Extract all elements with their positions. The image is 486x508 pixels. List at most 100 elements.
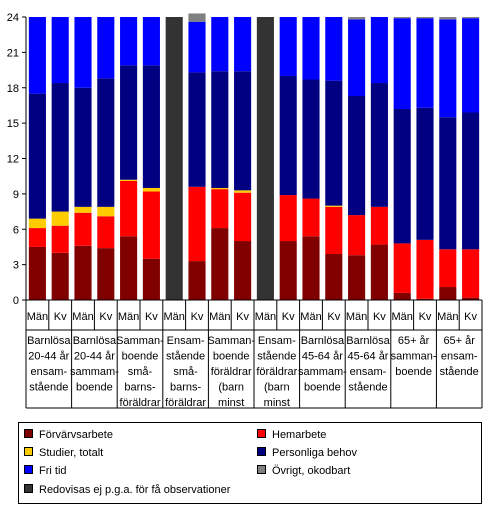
bar-segment-4 bbox=[325, 17, 343, 81]
legend-swatch bbox=[257, 447, 266, 456]
bar-segment-1 bbox=[51, 225, 69, 253]
group-label-line: stående bbox=[29, 382, 68, 394]
group-label-line: boende bbox=[213, 351, 250, 363]
bar-segment-1 bbox=[211, 189, 229, 229]
bar-segment-1 bbox=[97, 216, 115, 249]
bar-segment-4 bbox=[97, 17, 115, 79]
category-label: Män bbox=[163, 311, 184, 323]
bar-segment-0 bbox=[51, 252, 69, 300]
bar-segment-1 bbox=[234, 192, 252, 242]
bar-segment-4 bbox=[234, 17, 252, 72]
group-label-line: Barnlösa bbox=[301, 335, 345, 347]
group-label-line: föräldrar bbox=[165, 397, 206, 409]
category-label: Kv bbox=[236, 311, 249, 323]
bar-segment-4 bbox=[74, 17, 92, 88]
bar-segment-3 bbox=[439, 117, 457, 250]
bar-segment-6 bbox=[165, 17, 183, 300]
bar-segment-6 bbox=[256, 17, 274, 300]
bar-segment-4 bbox=[51, 17, 69, 84]
bar-segment-0 bbox=[302, 236, 320, 300]
category-label: Män bbox=[300, 311, 321, 323]
bar-segment-4 bbox=[120, 17, 138, 66]
group-label-line: 45-64 år bbox=[302, 351, 343, 363]
group-label-line: stående bbox=[166, 351, 205, 363]
bar-segment-0 bbox=[234, 241, 252, 300]
legend-label: Studier, totalt bbox=[39, 447, 104, 459]
bar-segment-3 bbox=[142, 65, 160, 188]
bar-segment-4 bbox=[142, 17, 160, 66]
bar-segment-1 bbox=[370, 206, 388, 245]
bar-segment-3 bbox=[74, 87, 92, 207]
bar-segment-3 bbox=[348, 96, 366, 216]
legend-item-forvarvsarbete: Förvärvsarbete bbox=[24, 429, 113, 441]
bar-segment-2 bbox=[234, 190, 252, 193]
group-label-line: boende bbox=[122, 351, 159, 363]
bar-segment-0 bbox=[211, 228, 229, 300]
bar-segment-3 bbox=[234, 71, 252, 191]
group-label-line: barns- bbox=[170, 382, 202, 394]
bar-segment-3 bbox=[302, 79, 320, 199]
bar-segment-3 bbox=[51, 83, 69, 212]
bar-segment-3 bbox=[279, 75, 297, 196]
category-label: Kv bbox=[419, 311, 432, 323]
legend-label: Övrigt, okodbart bbox=[272, 465, 351, 477]
group-label-line: ensam- bbox=[441, 351, 478, 363]
category-label: Kv bbox=[464, 311, 477, 323]
group-label-line: Ensam- bbox=[167, 335, 205, 347]
group-label-line: 65+ år bbox=[398, 335, 430, 347]
category-label: Män bbox=[118, 311, 139, 323]
bar-segment-0 bbox=[28, 246, 46, 300]
bar-segment-4 bbox=[439, 19, 457, 118]
bar-segment-1 bbox=[28, 228, 46, 247]
legend-label: Fri tid bbox=[39, 465, 67, 477]
category-label: Kv bbox=[282, 311, 295, 323]
bar-segment-4 bbox=[393, 18, 411, 109]
legend-item-redovisas-ej: Redovisas ej p.g.a. för få observationer bbox=[24, 484, 230, 496]
bar-segment-4 bbox=[348, 19, 366, 97]
bar-segment-5 bbox=[439, 17, 457, 20]
group-label-line: samman- bbox=[391, 351, 437, 363]
category-label: Kv bbox=[191, 311, 204, 323]
bar-segment-3 bbox=[211, 71, 229, 188]
bar-segment-2 bbox=[28, 218, 46, 229]
bar-segment-5 bbox=[393, 17, 411, 19]
bar-segment-3 bbox=[325, 80, 343, 206]
category-label: Män bbox=[437, 311, 458, 323]
group-label-line: (barn bbox=[218, 382, 244, 394]
bar-segment-2 bbox=[142, 187, 160, 192]
bar-segment-1 bbox=[302, 198, 320, 237]
bar-segment-2 bbox=[120, 179, 138, 181]
group-label-line: minst bbox=[218, 397, 244, 409]
group-label-line: ensam- bbox=[30, 366, 67, 378]
group-label-line: boende bbox=[304, 382, 341, 394]
bar-segment-3 bbox=[416, 107, 434, 240]
bar-segment-1 bbox=[74, 212, 92, 246]
legend-label: Redovisas ej p.g.a. för få observationer bbox=[39, 484, 231, 496]
category-label: Kv bbox=[373, 311, 386, 323]
bar-segment-0 bbox=[462, 297, 480, 300]
bar-segment-1 bbox=[416, 239, 434, 299]
category-label: Män bbox=[27, 311, 48, 323]
bar-segment-4 bbox=[462, 18, 480, 113]
group-label-line: stående bbox=[257, 351, 296, 363]
bar-segment-0 bbox=[188, 261, 206, 300]
bar-segment-4 bbox=[28, 17, 46, 94]
bar-segment-3 bbox=[28, 93, 46, 219]
bar-segment-1 bbox=[279, 195, 297, 242]
bar-segment-1 bbox=[462, 249, 480, 298]
bar-segment-3 bbox=[188, 72, 206, 187]
y-tick-label: 9 bbox=[13, 189, 19, 201]
bar-segment-0 bbox=[370, 244, 388, 300]
group-label-line: ensam- bbox=[350, 366, 387, 378]
bar-segment-1 bbox=[120, 180, 138, 237]
bar-segment-0 bbox=[74, 245, 92, 300]
bar-segment-0 bbox=[439, 287, 457, 300]
group-label-line: Barnlösa bbox=[27, 335, 71, 347]
group-label-line: 20-44 år bbox=[74, 351, 115, 363]
group-label-line: sammam- bbox=[70, 366, 119, 378]
category-label: Kv bbox=[327, 311, 340, 323]
bar-segment-1 bbox=[325, 206, 343, 255]
bar-segment-1 bbox=[188, 186, 206, 262]
group-label-line: föräldrar bbox=[211, 366, 252, 378]
group-label-line: boende bbox=[76, 382, 113, 394]
